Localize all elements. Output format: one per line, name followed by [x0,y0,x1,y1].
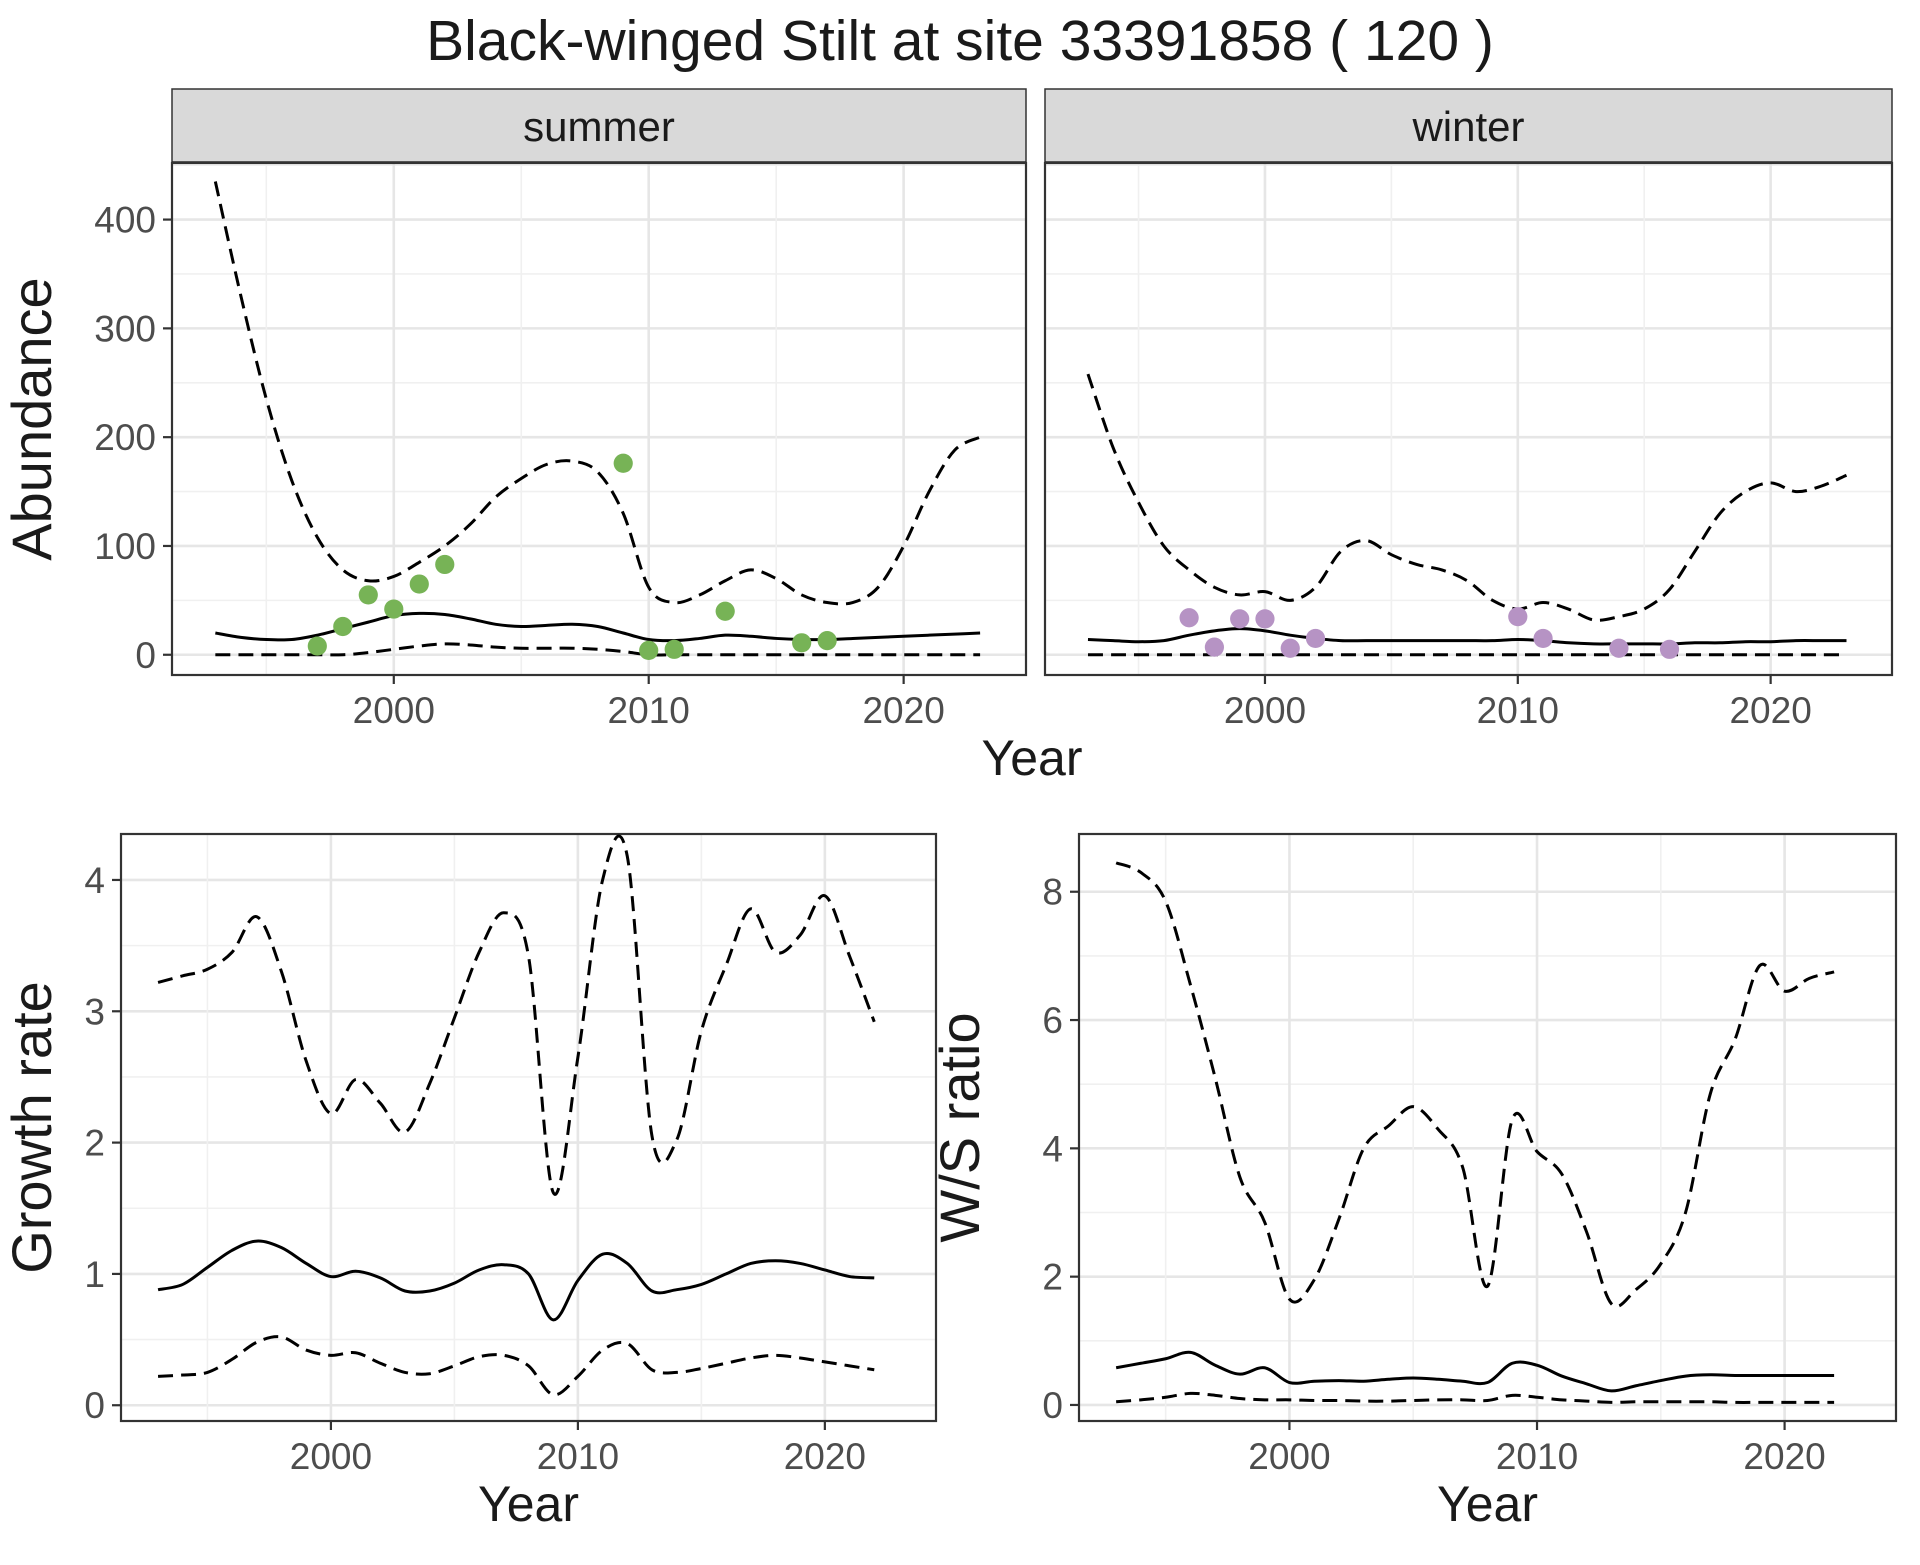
svg-text:2020: 2020 [862,690,944,731]
svg-text:2010: 2010 [537,1436,619,1477]
svg-text:0: 0 [1042,1385,1063,1426]
svg-text:4: 4 [84,860,105,901]
svg-text:2010: 2010 [608,690,690,731]
svg-text:8: 8 [1042,872,1063,913]
svg-text:2000: 2000 [1224,690,1306,731]
svg-text:Black-winged Stilt at site 333: Black-winged Stilt at site 33391858 ( 12… [426,9,1494,73]
svg-text:400: 400 [94,200,156,241]
svg-text:Abundance: Abundance [0,277,63,560]
svg-text:200: 200 [94,417,156,458]
svg-text:2000: 2000 [353,690,435,731]
svg-text:4: 4 [1042,1128,1063,1169]
svg-text:Year: Year [981,730,1082,786]
svg-text:2010: 2010 [1477,690,1559,731]
svg-text:1: 1 [84,1254,105,1295]
svg-text:summer: summer [523,103,675,150]
svg-text:6: 6 [1042,1000,1063,1041]
svg-text:Year: Year [1437,1476,1538,1532]
svg-text:0: 0 [84,1385,105,1426]
svg-text:winter: winter [1411,103,1524,150]
svg-text:W/S ratio: W/S ratio [928,1012,991,1242]
svg-text:2000: 2000 [290,1436,372,1477]
svg-text:2: 2 [84,1123,105,1164]
svg-text:2020: 2020 [1729,690,1811,731]
svg-text:100: 100 [94,526,156,567]
svg-text:2020: 2020 [784,1436,866,1477]
svg-text:2020: 2020 [1743,1436,1825,1477]
svg-text:3: 3 [84,991,105,1032]
svg-text:Year: Year [478,1476,579,1532]
svg-text:2000: 2000 [1248,1436,1330,1477]
svg-text:2: 2 [1042,1257,1063,1298]
svg-text:Growth rate: Growth rate [0,981,63,1274]
svg-text:2010: 2010 [1496,1436,1578,1477]
svg-text:0: 0 [135,635,156,676]
svg-text:300: 300 [94,308,156,349]
